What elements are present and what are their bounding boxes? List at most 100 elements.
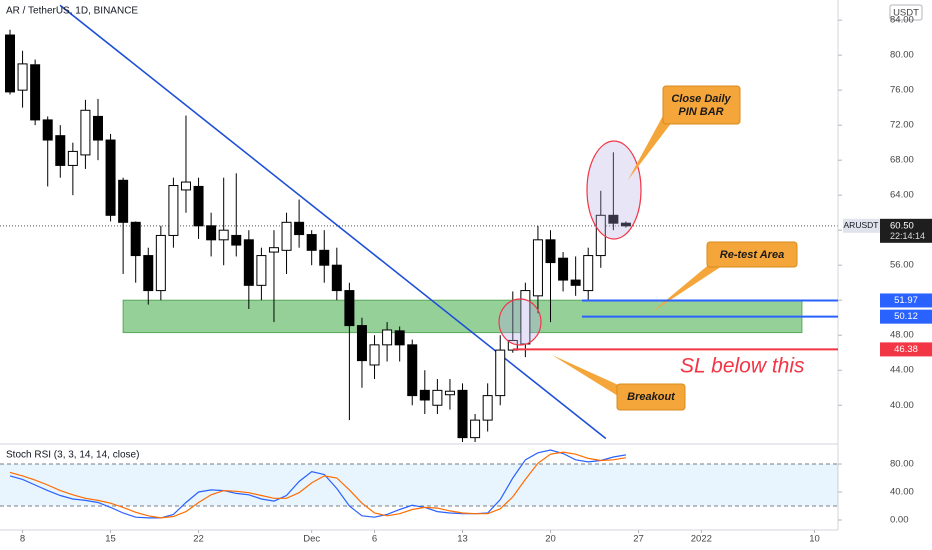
candle-body (344, 290, 355, 327)
candle-body (331, 264, 342, 292)
candle-body (482, 395, 493, 421)
candle-body (294, 221, 305, 236)
level-label-box (880, 342, 932, 357)
level-label: 46.38 (894, 344, 918, 355)
candle-body (608, 214, 619, 224)
candle-body (595, 214, 606, 257)
candle-body (231, 234, 242, 246)
candle-body (243, 239, 254, 286)
candle-body (80, 109, 91, 156)
candle-body (620, 222, 631, 227)
pin-bar-text: Close Daily (671, 93, 731, 105)
symbol-label: ARUSDT (844, 220, 879, 230)
y-tick-label: 84.00 (890, 15, 914, 26)
candle-body (155, 234, 166, 292)
stoch-line (9, 451, 626, 519)
candle-body (180, 181, 191, 191)
stoch-band (0, 464, 838, 506)
breakout-text: Breakout (627, 391, 676, 403)
candle-body (92, 115, 103, 141)
stoch-y-tick-label: 80.00 (890, 459, 914, 470)
candle-body (67, 150, 78, 166)
stoch-title: Stoch RSI (3, 3, 14, 14, close) (6, 450, 139, 461)
stoch-line (9, 449, 626, 519)
candle-body (306, 234, 317, 251)
x-tick-label: 22 (193, 534, 204, 545)
pin-bar-pointer (628, 112, 672, 180)
candle-body (495, 349, 506, 397)
candle-body (532, 239, 543, 297)
candle-body (394, 330, 405, 346)
breakout-pointer (552, 355, 625, 396)
y-tick-label: 44.00 (890, 365, 914, 376)
candle-body (143, 255, 154, 292)
candle-body (281, 221, 292, 251)
candle-body (17, 63, 28, 91)
x-tick-label: 6 (372, 534, 377, 545)
last-price-box (880, 218, 932, 243)
pin-bar-callout (662, 85, 741, 125)
candle-body (118, 179, 129, 223)
retest-text: Re-test Area (720, 249, 784, 261)
candle-body (30, 64, 41, 121)
level-label-box (880, 309, 932, 324)
currency: USDT (893, 8, 919, 19)
candle-body (356, 325, 367, 362)
x-tick-label: 10 (809, 534, 820, 545)
candle-body (583, 255, 594, 292)
candle-body (369, 344, 380, 366)
y-tick-label: 40.00 (890, 400, 914, 411)
candle-body (545, 239, 556, 264)
y-tick-label: 68.00 (890, 155, 914, 166)
x-tick-label: 8 (20, 534, 25, 545)
x-tick-label: 13 (457, 534, 468, 545)
candle-body (382, 329, 393, 346)
level-label: 51.97 (894, 295, 918, 306)
candle-body (319, 249, 330, 266)
candle-body (193, 185, 204, 227)
y-tick-label: 56.00 (890, 260, 914, 271)
candle-body (407, 344, 418, 397)
candle-body (218, 229, 229, 241)
x-tick-label: Dec (303, 534, 320, 545)
x-tick-label: 15 (105, 534, 116, 545)
y-tick-label: 72.00 (890, 120, 914, 131)
level-label-box (880, 293, 932, 308)
candle-body (206, 225, 217, 241)
pin-bar-text: PIN BAR (678, 106, 723, 118)
candle-body (432, 389, 443, 406)
candle-body (105, 139, 116, 216)
symbol-box (843, 218, 880, 233)
pin-bar-ellipse (586, 140, 642, 240)
y-tick-label: 64.00 (890, 190, 914, 201)
breakout-callout (616, 383, 686, 411)
chart-title: AR / TetherUS, 1D, BINANCE (6, 6, 138, 17)
candle-body (5, 34, 15, 93)
sl-text: SL below this (680, 355, 805, 378)
stoch-y-tick-label: 0.00 (890, 515, 909, 526)
y-tick-label: 48.00 (890, 330, 914, 341)
trendline (59, 4, 607, 440)
candle-body (55, 135, 66, 166)
retest-callout (706, 241, 798, 268)
currency-box (889, 4, 923, 21)
candle-body (444, 390, 455, 396)
candle-body (457, 389, 468, 439)
y-tick-label: 76.00 (890, 85, 914, 96)
x-tick-label: 2022 (691, 534, 712, 545)
level-label: 50.12 (894, 311, 918, 322)
x-tick-label: 20 (545, 534, 556, 545)
breakout-ellipse (498, 298, 542, 346)
candle-body (570, 279, 581, 286)
countdown: 22:14:14 (890, 231, 925, 241)
y-tick-label: 80.00 (890, 50, 914, 61)
x-tick-label: 27 (633, 534, 644, 545)
candle-body (419, 389, 430, 401)
candle-body (168, 185, 179, 236)
candle-body (470, 419, 481, 439)
candle-body (268, 247, 279, 253)
candle-body (256, 255, 267, 286)
last-price-label: 60.50 (890, 220, 914, 231)
